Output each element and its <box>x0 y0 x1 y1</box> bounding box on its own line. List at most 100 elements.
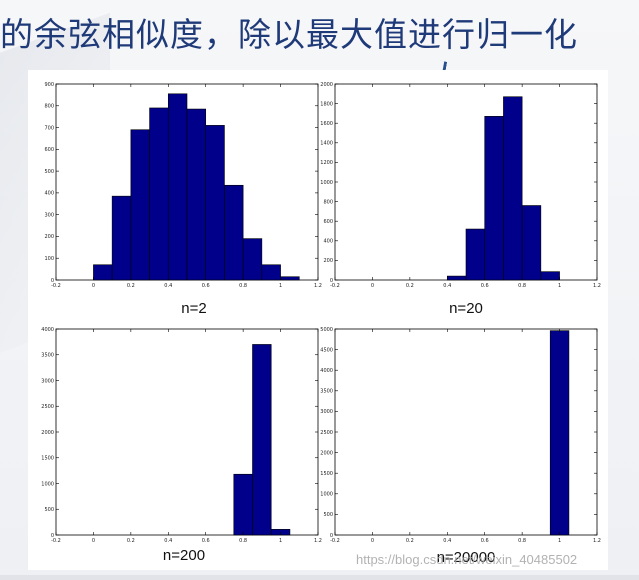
y-tick-label: 300 <box>44 212 54 218</box>
bar <box>549 330 570 536</box>
x-tick-label: 0.6 <box>481 283 489 289</box>
y-tick-label: 5000 <box>320 327 333 333</box>
y-tick-label: 2000 <box>320 450 333 456</box>
x-tick-label: 0.8 <box>239 538 247 544</box>
y-tick-label: 200 <box>44 234 54 240</box>
y-tick-label: 1800 <box>320 101 333 107</box>
x-tick-label: 0.6 <box>202 283 210 289</box>
y-tick-label: 500 <box>323 512 333 518</box>
bar <box>521 205 542 281</box>
watermark: https://blog.csdn.net/weixin_40485502 <box>356 552 578 567</box>
x-tick-label: 1 <box>279 538 282 544</box>
bar <box>186 108 207 281</box>
y-tick-label: 1500 <box>320 471 333 477</box>
y-tick-label: 1200 <box>320 160 333 166</box>
x-tick-label: 1 <box>558 283 561 289</box>
slide-title: 的余弦相似度，除以最大值进行归一化 <box>0 15 578 54</box>
y-tick-label: 2000 <box>41 430 54 436</box>
caption-n20000: n=20000 <box>436 549 496 566</box>
y-tick-label: 2000 <box>320 82 333 88</box>
y-tick-label: 1000 <box>41 481 54 487</box>
y-tick-label: 0 <box>51 278 54 284</box>
y-tick-label: 2500 <box>41 404 54 410</box>
bar <box>503 96 523 281</box>
bar <box>233 473 253 536</box>
y-tick-label: 4500 <box>320 347 333 353</box>
x-tick-label: 0.2 <box>127 538 135 544</box>
x-tick-label: 0 <box>371 283 374 289</box>
y-tick-label: 500 <box>44 507 54 513</box>
x-tick-label: 0.8 <box>518 283 526 289</box>
bar <box>93 264 113 281</box>
x-tick-label: 0.4 <box>443 538 451 544</box>
bar <box>465 228 486 281</box>
y-tick-label: 100 <box>44 256 54 262</box>
y-tick-label: 800 <box>323 199 333 205</box>
histogram-n20: -0.2 0 0.2 0.4 0.6 0.8 1 1.2 0 200 400 600 800 1000 12… <box>320 80 603 290</box>
y-tick-label: 1600 <box>320 121 333 127</box>
bar <box>261 264 281 281</box>
caption-n2: n=2 <box>181 300 207 317</box>
bar <box>224 184 244 281</box>
bar <box>205 125 225 281</box>
x-tick-label: 1 <box>279 283 282 289</box>
y-tick-label: 1400 <box>320 141 333 147</box>
y-tick-label: 900 <box>44 82 54 88</box>
bottom-bar <box>0 575 639 580</box>
x-tick-label: 1.2 <box>593 538 601 544</box>
x-tick-label: 1 <box>558 538 561 544</box>
x-tick-label: 0 <box>92 538 95 544</box>
y-tick-label: 1000 <box>320 180 333 186</box>
y-tick-label: 200 <box>323 258 333 264</box>
y-tick-label: 3000 <box>41 378 54 384</box>
bar <box>149 107 169 281</box>
histogram-n200: -0.2 0 0.2 0.4 0.6 0.8 1 1.2 0 500 1000 1500 2000 250… <box>41 325 324 545</box>
x-tick-label: 0 <box>371 538 374 544</box>
x-tick-label: 0.6 <box>481 538 489 544</box>
y-tick-label: 0 <box>330 533 333 539</box>
x-tick-label: 1.2 <box>314 538 322 544</box>
bar <box>252 344 272 536</box>
y-tick-label: 4000 <box>41 327 54 333</box>
chart-svg: -0.2 0 0.2 0.4 0.6 0.8 1 1.20200400600800100012… <box>320 82 601 289</box>
x-tick-label: -0.2 <box>51 283 61 289</box>
y-tick-label: 1500 <box>41 456 54 462</box>
y-tick-label: 400 <box>323 239 333 245</box>
bar <box>446 275 467 281</box>
caption-n200: n=200 <box>162 547 206 564</box>
y-tick-label: 3000 <box>320 409 333 415</box>
x-tick-label: 0.2 <box>406 283 414 289</box>
plot-frame <box>55 328 319 536</box>
y-tick-label: 1000 <box>320 492 333 498</box>
y-tick-label: 700 <box>44 125 54 131</box>
y-tick-label: 0 <box>51 533 54 539</box>
x-tick-label: -0.2 <box>330 538 340 544</box>
bar <box>242 238 263 281</box>
x-tick-label: 0.4 <box>443 283 451 289</box>
x-tick-label: 1.2 <box>593 283 601 289</box>
bar <box>111 195 132 281</box>
bar <box>130 129 150 281</box>
y-tick-label: 0 <box>330 278 333 284</box>
y-tick-label: 3500 <box>320 389 333 395</box>
x-tick-label: 0 <box>92 283 95 289</box>
y-tick-label: 500 <box>44 169 54 175</box>
y-tick-label: 2500 <box>320 430 333 436</box>
y-tick-label: 800 <box>44 104 54 110</box>
x-tick-label: 0.8 <box>518 538 526 544</box>
chart-svg: -0.2 0 0.2 0.4 0.6 0.8 1 1.20100200300400500600… <box>44 82 322 289</box>
y-tick-label: 600 <box>44 147 54 153</box>
x-tick-label: -0.2 <box>51 538 61 544</box>
x-tick-label: -0.2 <box>330 283 340 289</box>
bar <box>484 116 504 281</box>
y-tick-label: 600 <box>323 219 333 225</box>
bar <box>540 271 560 281</box>
x-tick-label: 0.2 <box>406 538 414 544</box>
x-tick-label: 0.6 <box>202 538 210 544</box>
x-tick-label: 0.4 <box>164 538 172 544</box>
x-tick-label: 0.4 <box>164 283 172 289</box>
bar <box>167 93 188 281</box>
caption-n20: n=20 <box>449 300 483 317</box>
y-tick-label: 400 <box>44 191 54 197</box>
x-tick-label: 1.2 <box>314 283 322 289</box>
